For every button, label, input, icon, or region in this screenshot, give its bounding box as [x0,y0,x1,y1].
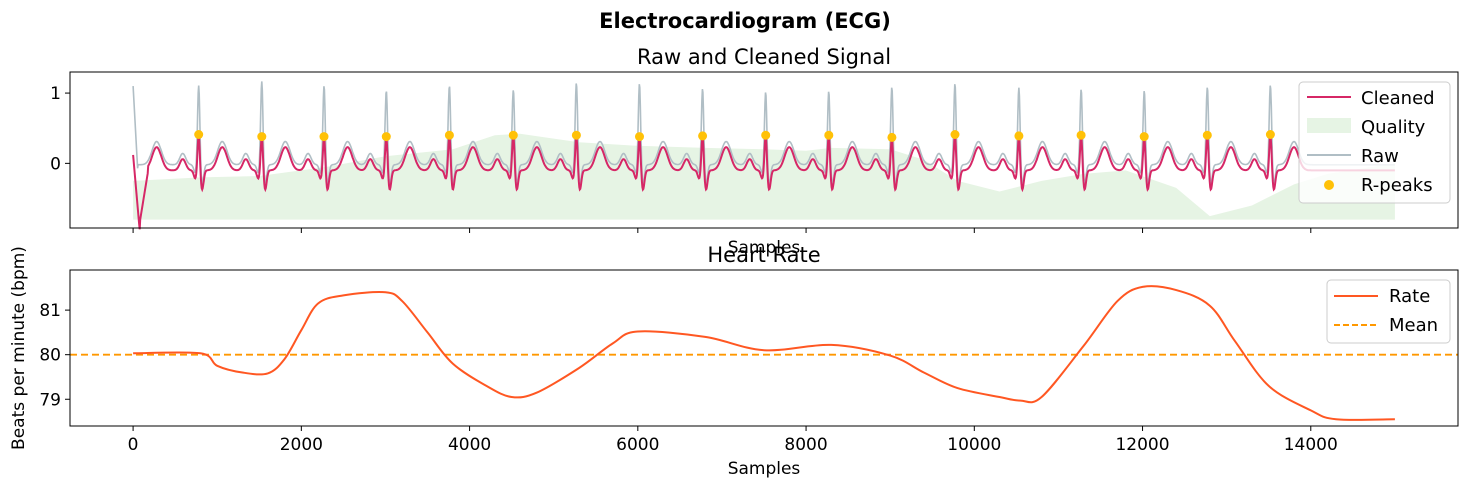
r-peak-point [194,130,204,139]
rate-line [133,285,1395,421]
rate-axes-frame [69,269,1459,427]
rate-y-ticks: 79 80 81 [39,301,70,410]
y-tick-label: 0 [50,154,61,174]
x-tick-label: 2000 [280,435,323,455]
y-tick-label: 1 [50,84,61,104]
x-tick-label: 8000 [784,435,827,455]
legend-cleaned-label: Cleaned [1361,88,1435,109]
rate-panel-title: Heart Rate [707,243,820,267]
y-tick-label: 79 [39,390,61,410]
x-tick-label: 12000 [1115,435,1169,455]
r-peak-point [444,130,454,140]
r-peak-point [257,132,267,142]
signal-y-ticks: 01 [50,84,70,174]
signal-x-ticks [132,228,1312,233]
signal-axes-frame [69,71,1459,229]
legend-quality-label: Quality [1361,117,1426,138]
r-peak-point [508,130,518,140]
signal-panel-title: Raw and Cleaned Signal [637,45,891,69]
r-peak-point [381,132,391,142]
rate-x-ticks: 0 2000 4000 6000 8000 10000 12000 14000 [128,426,1338,455]
legend-rpeaks-swatch [1324,180,1334,190]
legend-raw-label: Raw [1361,146,1399,167]
x-tick-label: 4000 [448,435,491,455]
figure-title: Electrocardiogram (ECG) [599,9,891,33]
x-tick-label: 14000 [1284,435,1338,455]
rate-panel: Heart Rate 79 80 81 0 2000 4000 6000 8000 10000… [9,243,1459,479]
signal-legend-frame [1298,81,1451,204]
legend-mean-label: Mean [1389,315,1438,336]
legend-rate-label: Rate [1389,286,1430,307]
r-peak-point [698,131,708,141]
y-tick-label: 80 [39,346,61,366]
r-peak-point [824,130,834,140]
r-peak-point [571,130,581,140]
y-tick-label: 81 [39,301,61,321]
signal-plot-area [132,81,1395,230]
x-tick-label: 0 [128,435,139,455]
r-peak-point [319,132,329,142]
r-peak-point [635,132,644,142]
signal-x-label: Samples [728,238,801,258]
signal-panel: Raw and Cleaned Signal 01 Samples Cleane… [50,45,1459,258]
x-tick-label: 10000 [947,435,1001,455]
rate-y-label: Beats per minute (bpm) [9,246,29,450]
r-peak-point [1265,130,1275,139]
r-peak-point [1014,131,1024,141]
legend-quality-swatch [1307,118,1351,133]
x-tick-label: 6000 [616,435,659,455]
rate-legend: Rate Mean [1326,279,1451,344]
r-peak-point [1202,130,1212,140]
r-peak-point [1076,130,1086,140]
r-peak-point [761,130,771,140]
r-peak-point [1139,132,1149,142]
cleaned-signal-line [132,134,1395,230]
rate-plot-area [70,285,1458,421]
r-peak-point [950,130,960,139]
rate-x-label: Samples [728,459,801,479]
signal-legend: Cleaned Quality Raw R-peaks [1298,81,1451,204]
legend-rpeaks-label: R-peaks [1361,175,1433,196]
r-peak-point [887,132,897,142]
